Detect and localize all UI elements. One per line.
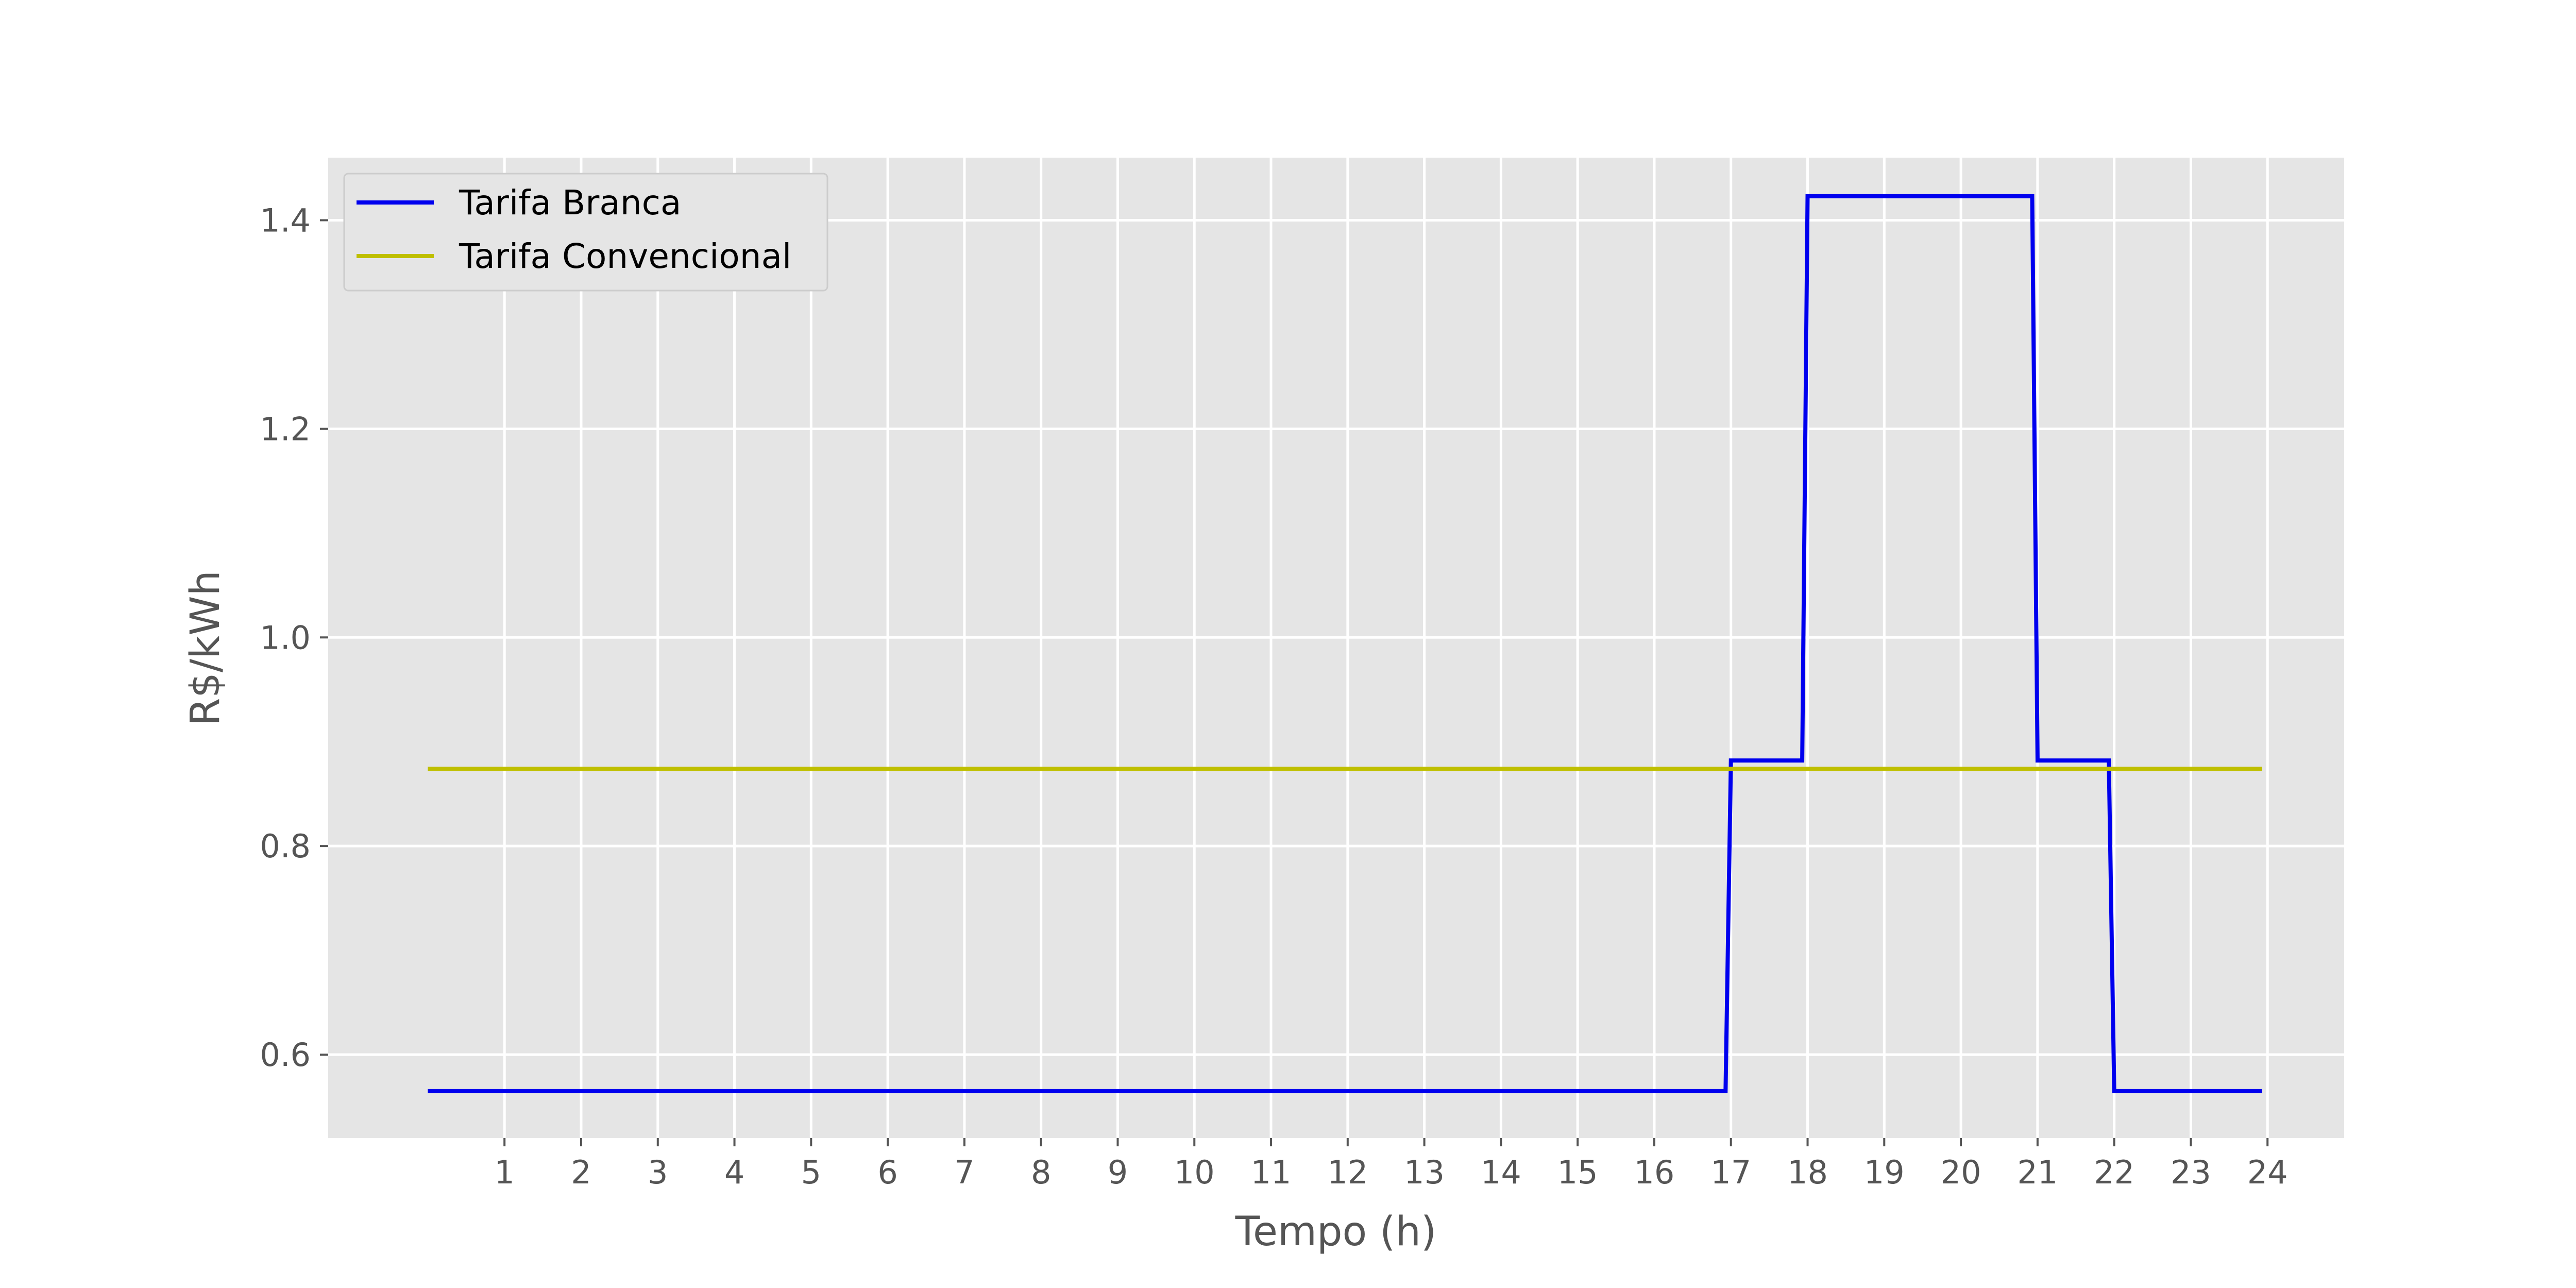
y-tick-label: 1.2 <box>260 410 311 448</box>
series-layer <box>428 194 2262 1093</box>
y-axis: 0.6 0.8 1.0 1.2 1.4 <box>260 201 328 1074</box>
y-tick-label: 1.0 <box>260 619 311 656</box>
x-tick-label: 12 <box>1327 1154 1368 1191</box>
grid <box>328 158 2344 1138</box>
y-tick-label: 0.6 <box>260 1036 311 1074</box>
x-tick-label: 20 <box>1941 1154 1981 1191</box>
x-tick-label: 23 <box>2171 1154 2211 1191</box>
legend-label-tarifa-branca: Tarifa Branca <box>459 183 681 223</box>
y-tick-label: 0.8 <box>260 827 311 865</box>
x-tick-label: 9 <box>1108 1154 1128 1191</box>
legend-label-tarifa-convencional: Tarifa Convencional <box>459 236 791 276</box>
x-tick-label: 13 <box>1404 1154 1445 1191</box>
x-tick-label: 2 <box>571 1154 591 1191</box>
legend-box <box>343 173 828 292</box>
x-tick-label: 22 <box>2094 1154 2134 1191</box>
x-tick-label: 11 <box>1251 1154 1292 1191</box>
plot-area <box>328 158 2344 1138</box>
x-tick-label: 14 <box>1481 1154 1521 1191</box>
x-tick-label: 16 <box>1634 1154 1674 1191</box>
x-tick-label: 3 <box>648 1154 668 1191</box>
x-tick-label: 7 <box>954 1154 974 1191</box>
x-tick-label: 21 <box>2017 1154 2058 1191</box>
y-axis-label: R$/kWh <box>182 570 229 726</box>
legend: Tarifa Branca Tarifa Convencional <box>343 173 828 292</box>
x-tick-label: 18 <box>1787 1154 1828 1191</box>
x-tick-label: 8 <box>1031 1154 1051 1191</box>
x-tick-label: 15 <box>1557 1154 1598 1191</box>
x-tick-label: 10 <box>1174 1154 1215 1191</box>
x-tick-label: 24 <box>2247 1154 2288 1191</box>
x-tick-label: 1 <box>494 1154 514 1191</box>
x-tick-label: 5 <box>801 1154 821 1191</box>
y-tick-label: 1.4 <box>260 201 311 239</box>
x-axis: 1 2 3 4 5 6 7 8 9 10 11 12 13 14 15 16 17 18 19 20 21 22 23 24 <box>494 1138 2288 1191</box>
x-tick-label: 17 <box>1710 1154 1751 1191</box>
x-axis-label: Tempo (h) <box>1235 1209 1437 1255</box>
x-tick-label: 19 <box>1864 1154 1905 1191</box>
x-tick-label: 6 <box>877 1154 897 1191</box>
series-line-tarifa-branca <box>428 194 2262 1093</box>
x-tick-label: 4 <box>724 1154 744 1191</box>
